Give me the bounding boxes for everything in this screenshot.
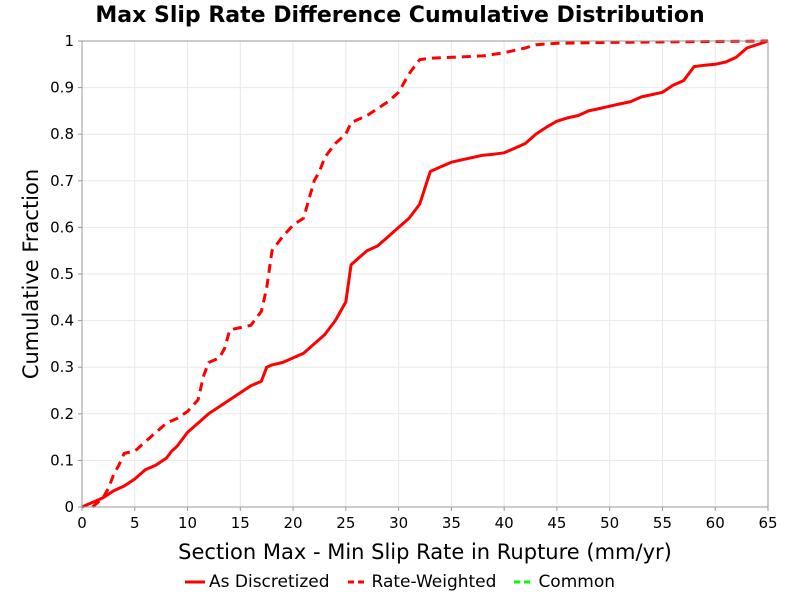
x-tick-label: 40: [495, 514, 514, 532]
y-tick-label: 1: [64, 32, 74, 50]
y-tick-label: 0.2: [50, 405, 74, 423]
series-line-1: [91, 39, 769, 509]
chart-title: Max Slip Rate Difference Cumulative Dist…: [95, 3, 705, 28]
x-tick-label: 60: [706, 514, 725, 532]
series-lines: [81, 39, 769, 509]
x-tick-label: 55: [653, 514, 672, 532]
y-tick-label: 0.1: [50, 451, 74, 469]
x-tick-label: 30: [389, 514, 408, 532]
x-tick-label: 65: [758, 514, 777, 532]
legend-label: As Discretized: [208, 572, 330, 592]
y-tick-label: 0.6: [50, 218, 74, 236]
x-tick-label: 35: [442, 514, 461, 532]
y-axis-label: Cumulative Fraction: [19, 168, 43, 380]
x-tick-label: 0: [77, 514, 87, 532]
legend-label: Rate-Weighted: [371, 572, 497, 592]
legend-swatch: [347, 580, 368, 584]
legend-item: As Discretized: [184, 572, 330, 592]
legend-swatch: [184, 580, 205, 584]
legend-item: Common: [514, 572, 615, 592]
y-tick-label: 0.5: [50, 265, 74, 283]
legend-label: Common: [538, 572, 616, 592]
x-tick-label: 45: [547, 514, 566, 532]
x-tick-label: 50: [600, 514, 619, 532]
legend: As Discretized Rate-Weighted Common: [0, 572, 800, 592]
y-tick-label: 0: [64, 498, 74, 516]
y-tick-label: 0.8: [50, 125, 74, 143]
y-tick-label: 0.9: [50, 79, 74, 97]
y-tick-label: 0.4: [50, 312, 74, 330]
legend-item: Rate-Weighted: [347, 572, 497, 592]
legend-swatch: [514, 580, 535, 584]
x-tick-label: 15: [231, 514, 250, 532]
x-tick-label: 20: [284, 514, 303, 532]
axis-ticks: 0 5 10 15 20 25 30 35 40 45 50 55 60 65 0 0.1 0.2 0.3 0.4 0…: [50, 32, 777, 532]
x-tick-label: 5: [130, 514, 140, 532]
x-tick-label: 25: [336, 514, 355, 532]
series-line-0: [81, 39, 769, 509]
y-tick-label: 0.7: [50, 172, 74, 190]
y-tick-label: 0.3: [50, 358, 74, 376]
x-tick-label: 10: [178, 514, 197, 532]
x-axis-label: Section Max - Min Slip Rate in Rupture (…: [178, 540, 672, 564]
